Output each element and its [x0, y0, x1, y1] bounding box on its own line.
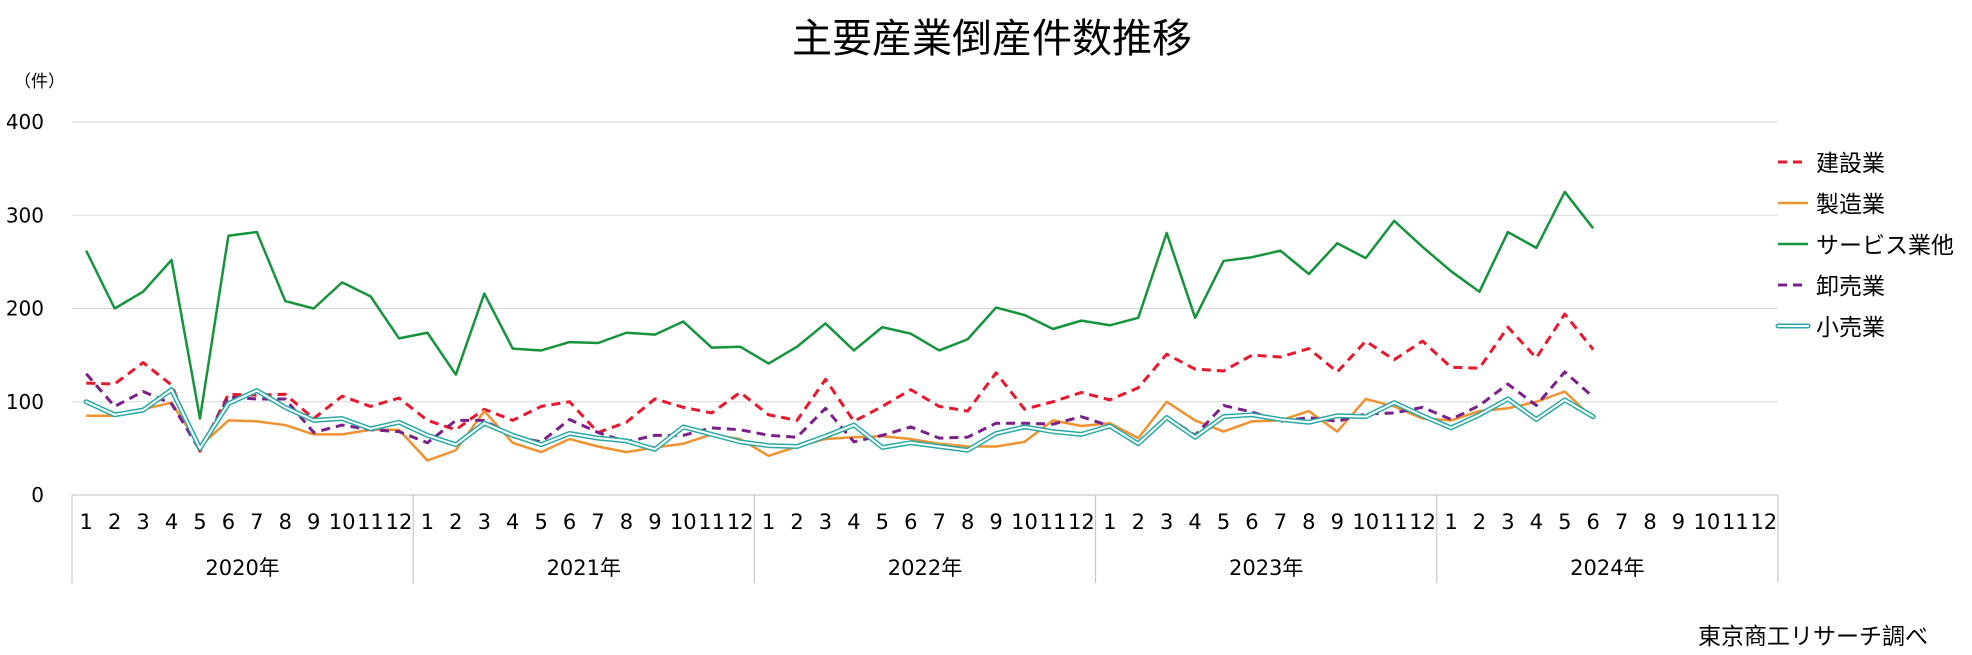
x-tick-label: 11	[698, 510, 725, 534]
x-tick-label: 3	[819, 510, 832, 534]
source-note: 東京商工リサーチ調べ	[1698, 624, 1928, 650]
x-tick-label: 1	[762, 510, 775, 534]
series-line	[85, 190, 1595, 420]
x-tick-label: 3	[1160, 510, 1173, 534]
x-tick-label: 5	[534, 510, 547, 534]
x-tick-label: 5	[193, 510, 206, 534]
x-tick-label: 9	[307, 510, 320, 534]
series-line	[85, 370, 1595, 452]
x-tick-label: 2	[108, 510, 121, 534]
series-3	[85, 190, 1595, 420]
series-line-inner	[85, 388, 1595, 452]
y-tick-label: 400	[6, 110, 44, 134]
legend-label: 小売業	[1816, 315, 1885, 341]
legend-label: 製造業	[1816, 192, 1885, 218]
x-tick-label: 1	[80, 510, 93, 534]
x-tick-label: 2	[1132, 510, 1145, 534]
x-tick-label: 5	[876, 510, 889, 534]
x-tick-label: 6	[563, 510, 576, 534]
y-axis-ticks: 0 100 200 300 400	[6, 110, 44, 507]
series-1	[86, 312, 1595, 453]
legend-item: 製造業	[1778, 192, 1885, 218]
legend-item: 建設業	[1778, 151, 1885, 177]
series-line	[86, 312, 1595, 453]
x-tick-label: 8	[961, 510, 974, 534]
y-tick-label: 100	[6, 390, 44, 414]
x-tick-label: 2	[790, 510, 803, 534]
x-tick-label: 6	[904, 510, 917, 534]
year-label: 2023年	[1229, 556, 1303, 580]
legend-item: 卸売業	[1778, 274, 1885, 300]
x-tick-label: 1	[421, 510, 434, 534]
year-label: 2022年	[888, 556, 962, 580]
x-tick-label: 3	[136, 510, 149, 534]
x-tick-label: 9	[1331, 510, 1344, 534]
legend-label: 卸売業	[1816, 274, 1885, 300]
x-tick-label: 6	[222, 510, 235, 534]
series-5	[83, 387, 1596, 453]
x-tick-label: 12	[1750, 510, 1777, 534]
x-tick-label: 10	[329, 510, 356, 534]
series-2	[86, 390, 1595, 462]
y-tick-label: 0	[31, 483, 44, 507]
x-tick-label: 2	[1473, 510, 1486, 534]
series-4	[85, 370, 1595, 452]
year-label: 2021年	[547, 556, 621, 580]
x-tick-label: 7	[1615, 510, 1628, 534]
x-tick-label: 11	[1722, 510, 1749, 534]
x-tick-label: 4	[1530, 510, 1543, 534]
x-tick-label: 6	[1245, 510, 1258, 534]
x-tick-label: 11	[1040, 510, 1067, 534]
x-tick-label: 12	[386, 510, 413, 534]
x-tick-label: 4	[1188, 510, 1201, 534]
x-tick-label: 5	[1217, 510, 1230, 534]
x-tick-label: 10	[1011, 510, 1038, 534]
year-label: 2020年	[205, 556, 279, 580]
legend-label: 建設業	[1816, 151, 1885, 177]
chart-title: 主要産業倒産件数推移	[792, 16, 1192, 62]
legend-item: 小売業	[1775, 315, 1885, 341]
x-tick-label: 10	[670, 510, 697, 534]
legend-label: サービス業他	[1816, 233, 1954, 259]
year-label: 2024年	[1570, 556, 1644, 580]
x-tick-label: 8	[1643, 510, 1656, 534]
x-tick-label: 9	[648, 510, 661, 534]
y-tick-label: 200	[6, 297, 44, 321]
x-tick-label: 4	[165, 510, 178, 534]
x-tick-label: 12	[727, 510, 754, 534]
legend-item: サービス業他	[1778, 233, 1954, 259]
x-tick-label: 8	[1302, 510, 1315, 534]
x-tick-label: 4	[847, 510, 860, 534]
x-tick-label: 7	[1274, 510, 1287, 534]
y-tick-label: 300	[6, 203, 44, 227]
x-tick-label: 7	[933, 510, 946, 534]
x-tick-label: 6	[1586, 510, 1599, 534]
x-tick-label: 11	[357, 510, 384, 534]
series-lines	[83, 190, 1596, 462]
x-tick-label: 4	[506, 510, 519, 534]
x-tick-label: 1	[1103, 510, 1116, 534]
x-tick-label: 10	[1694, 510, 1721, 534]
x-tick-label: 12	[1409, 510, 1436, 534]
x-tick-label: 1	[1444, 510, 1457, 534]
x-tick-label: 8	[279, 510, 292, 534]
x-tick-label: 9	[1672, 510, 1685, 534]
x-tick-label: 12	[1068, 510, 1095, 534]
x-tick-label: 5	[1558, 510, 1571, 534]
x-tick-label: 11	[1381, 510, 1408, 534]
series-line	[86, 390, 1595, 462]
x-tick-label: 3	[478, 510, 491, 534]
x-tick-label: 2	[449, 510, 462, 534]
x-tick-label: 3	[1501, 510, 1514, 534]
y-axis-unit-label: （件）	[14, 72, 65, 92]
x-tick-label: 9	[989, 510, 1002, 534]
gridlines	[72, 121, 1778, 403]
x-tick-label: 7	[591, 510, 604, 534]
x-tick-label: 8	[620, 510, 633, 534]
x-tick-label: 10	[1352, 510, 1379, 534]
x-tick-label: 7	[250, 510, 263, 534]
